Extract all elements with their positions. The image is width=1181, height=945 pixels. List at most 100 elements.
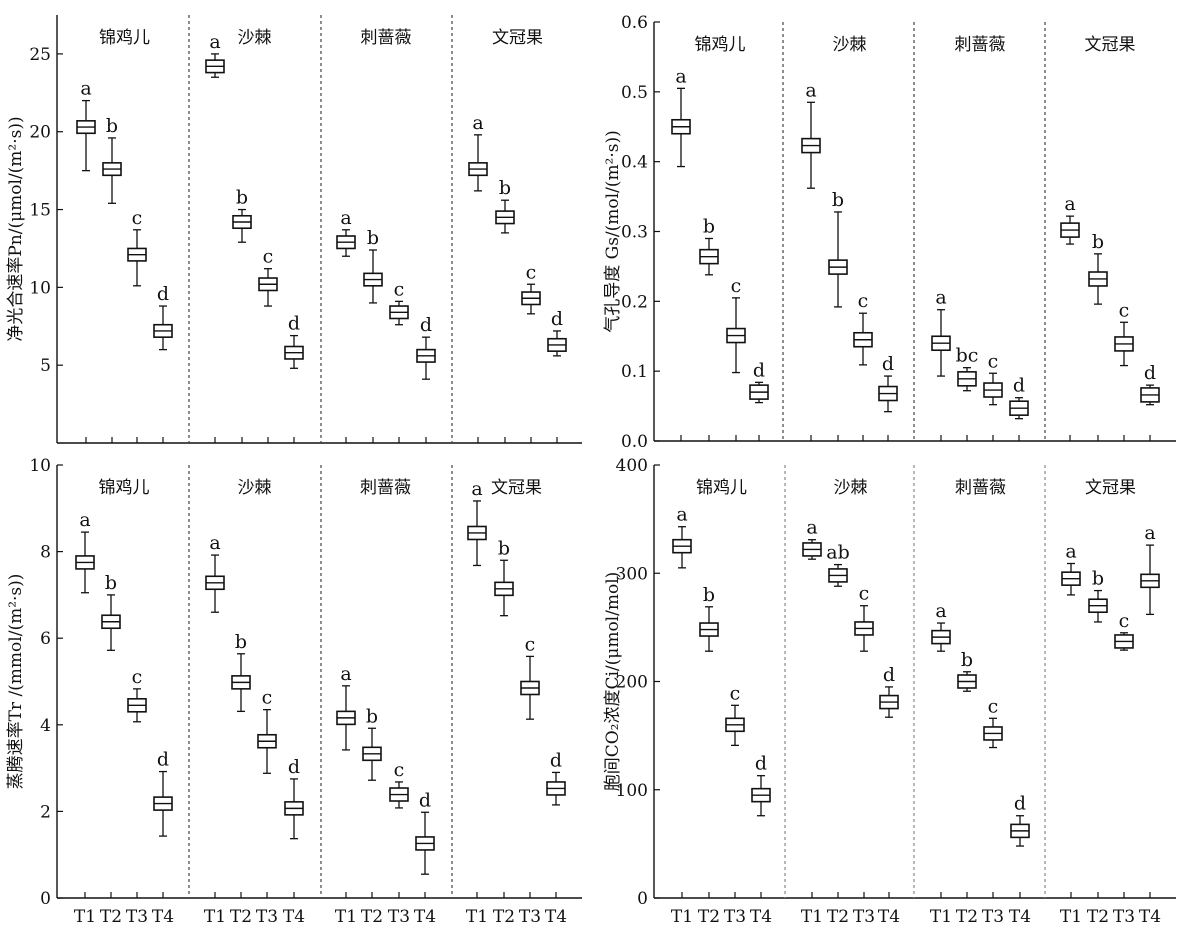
group-label: 沙棘	[238, 28, 272, 48]
x-tick-label: T2	[100, 907, 122, 927]
group-label: 沙棘	[238, 478, 272, 498]
significance-label: c	[132, 666, 143, 688]
significance-label: b	[367, 227, 379, 249]
significance-label: b	[105, 572, 117, 594]
x-tick-label: T2	[956, 907, 978, 927]
significance-label: d	[157, 749, 169, 771]
x-tick-label: T3	[724, 907, 746, 927]
significance-label: a	[471, 478, 482, 500]
y-tick-label: 0.2	[621, 292, 648, 312]
x-tick-label: T2	[493, 907, 515, 927]
group-label: 锦鸡儿	[696, 478, 747, 498]
significance-label: a	[935, 287, 946, 309]
group-label: 文冠果	[1085, 478, 1136, 498]
significance-label: d	[288, 313, 300, 335]
x-tick-label: T4	[750, 907, 772, 927]
y-axis-label: 气孔导度 Gs/(mol/(m²·s))	[603, 130, 623, 333]
significance-label: c	[730, 682, 741, 704]
x-tick-label: T4	[545, 907, 567, 927]
significance-label: a	[1064, 193, 1075, 215]
significance-label: a	[209, 532, 220, 554]
x-tick-label: T4	[1139, 907, 1161, 927]
significance-label: b	[235, 631, 247, 653]
y-tick-label: 20	[29, 123, 51, 143]
x-tick-label: T3	[519, 907, 541, 927]
y-tick-label: 4	[40, 716, 51, 736]
significance-label: b	[499, 177, 511, 199]
significance-label: b	[1092, 231, 1104, 253]
y-tick-label: 100	[616, 781, 648, 801]
y-tick-label: 0	[40, 889, 51, 909]
y-tick-label: 0.5	[621, 83, 648, 103]
x-tick-label: T4	[1009, 907, 1031, 927]
significance-label: a	[1144, 522, 1155, 544]
x-tick-label: T3	[256, 907, 278, 927]
x-tick-label: T3	[982, 907, 1004, 927]
significance-label: c	[1119, 299, 1130, 321]
chart-panel-1: 510152025净光合速率Pn/(μmol/(m²·s))锦鸡儿abcd沙棘a…	[6, 15, 582, 444]
significance-label: a	[805, 79, 816, 101]
x-tick-label: T2	[827, 907, 849, 927]
significance-label: d	[753, 359, 765, 381]
significance-label: d	[882, 353, 894, 375]
group-label: 刺蔷薇	[955, 35, 1006, 55]
significance-label: ab	[826, 542, 850, 564]
y-tick-label: 8	[40, 543, 51, 563]
significance-label: b	[1092, 568, 1104, 590]
significance-label: b	[703, 584, 715, 606]
x-tick-label: T1	[74, 907, 96, 927]
significance-label: a	[675, 65, 686, 87]
y-axis-label: 蒸腾速率Tr /(mmol/(m²·s))	[6, 574, 26, 790]
y-tick-label: 6	[40, 629, 51, 649]
x-tick-label: T4	[152, 907, 174, 927]
group-label: 锦鸡儿	[99, 478, 150, 498]
x-tick-label: T2	[1087, 907, 1109, 927]
significance-label: a	[1065, 541, 1076, 563]
significance-label: b	[366, 705, 378, 727]
group-label: 沙棘	[833, 35, 867, 55]
significance-label: b	[498, 537, 510, 559]
significance-label: b	[106, 115, 118, 137]
significance-label: b	[961, 649, 973, 671]
y-tick-label: 0.1	[621, 362, 648, 382]
x-tick-label: T3	[853, 907, 875, 927]
significance-label: c	[394, 278, 405, 300]
y-tick-label: 0.6	[621, 13, 648, 33]
significance-label: a	[209, 31, 220, 53]
significance-label: a	[79, 509, 90, 531]
y-tick-label: 25	[29, 45, 51, 65]
x-tick-label: T1	[466, 907, 488, 927]
significance-label: c	[132, 207, 143, 229]
x-tick-label: T1	[801, 907, 823, 927]
x-tick-label: T4	[878, 907, 900, 927]
y-tick-label: 0.3	[621, 223, 648, 243]
significance-label: d	[288, 756, 300, 778]
x-tick-label: T3	[1113, 907, 1135, 927]
y-tick-label: 0.4	[621, 153, 648, 173]
group-label: 刺蔷薇	[361, 28, 412, 48]
y-tick-label: 10	[29, 456, 51, 476]
significance-label: c	[858, 290, 869, 312]
significance-label: c	[526, 261, 537, 283]
significance-label: c	[859, 583, 870, 605]
x-tick-label: T1	[1060, 907, 1082, 927]
significance-label: c	[394, 759, 405, 781]
significance-label: c	[988, 350, 999, 372]
group-label: 沙棘	[834, 478, 868, 498]
x-tick-label: T1	[335, 907, 357, 927]
y-tick-label: 200	[616, 673, 648, 693]
x-tick-label: T2	[361, 907, 383, 927]
y-axis-label: 净光合速率Pn/(μmol/(m²·s))	[6, 116, 26, 341]
x-tick-label: T2	[698, 907, 720, 927]
x-tick-label: T4	[414, 907, 436, 927]
significance-label: bc	[956, 345, 979, 367]
x-tick-label: T4	[283, 907, 305, 927]
significance-label: d	[1013, 375, 1025, 397]
significance-label: d	[1014, 793, 1026, 815]
x-tick-label: T3	[388, 907, 410, 927]
significance-label: c	[988, 695, 999, 717]
significance-label: d	[551, 308, 563, 330]
significance-label: c	[525, 633, 536, 655]
significance-label: d	[550, 749, 562, 771]
